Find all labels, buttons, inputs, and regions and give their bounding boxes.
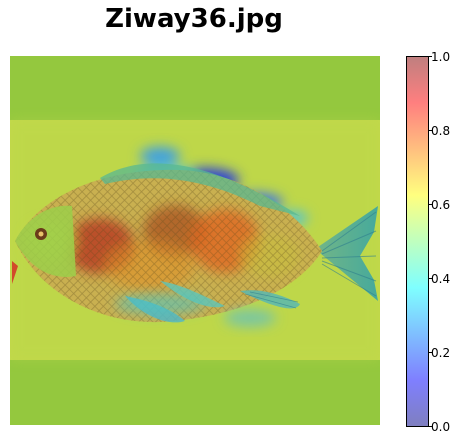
dorsal-fin: [100, 163, 300, 216]
fish-head: [15, 205, 76, 277]
pectoral-fin: [160, 281, 225, 308]
colorbar-tick-label: 0.4: [431, 271, 451, 286]
fish-tail: [315, 206, 378, 301]
fish: [12, 163, 378, 323]
anal-fin: [240, 290, 300, 309]
colorbar-ticks: [428, 56, 432, 427]
heatmap-image: [10, 56, 380, 425]
colorbar-tick-label: 0.2: [431, 345, 451, 360]
colorbar-tick-label: 0.8: [431, 123, 451, 138]
colorbar-tick-label: 0.0: [431, 419, 451, 434]
colorbar-tick-label: 1.0: [431, 49, 451, 64]
figure-title: Ziway36.jpg: [105, 4, 283, 34]
colorbar-gradient: [406, 56, 429, 427]
colorbar: 0.0 0.2 0.4 0.6 0.8 1.0: [404, 50, 459, 436]
colorbar-tick-label: 0.6: [431, 197, 451, 212]
